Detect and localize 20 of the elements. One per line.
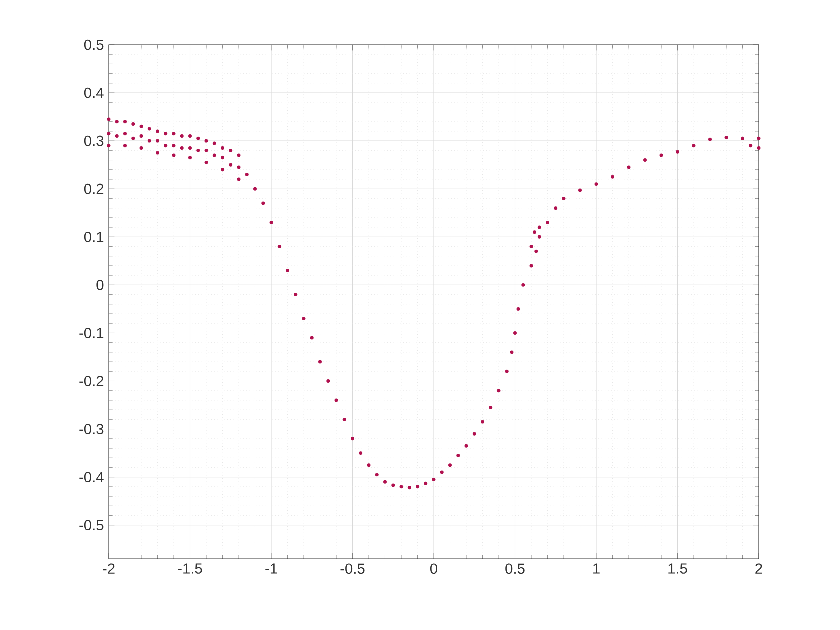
- y-tick-label: 0.1: [84, 232, 104, 242]
- x-tick-label: -0.5: [340, 564, 365, 574]
- y-tick-label: -0.4: [80, 472, 104, 483]
- y-tick-label: 0.2: [84, 184, 104, 194]
- x-tick-label: 0: [430, 564, 438, 574]
- y-tick-label: 0.4: [84, 88, 104, 98]
- y-tick-label: 0.5: [84, 40, 104, 50]
- y-tick-label: 0: [96, 280, 104, 290]
- y-tick-label: -0.5: [80, 520, 104, 531]
- x-tick-label: 2: [756, 564, 762, 574]
- y-tick-label: -0.3: [80, 424, 104, 434]
- x-tick-label: 1: [594, 564, 600, 574]
- y-tick-label: 0.3: [84, 136, 104, 146]
- y-tick-label: -0.1: [80, 328, 104, 338]
- x-tick-label: -1.5: [178, 564, 202, 574]
- x-tick-label: -1: [266, 564, 278, 574]
- y-tick-label: -0.2: [80, 376, 104, 386]
- x-tick-label: -2: [103, 564, 115, 574]
- x-tick-label: 0.5: [506, 564, 525, 574]
- x-tick-label: 1.5: [668, 564, 688, 574]
